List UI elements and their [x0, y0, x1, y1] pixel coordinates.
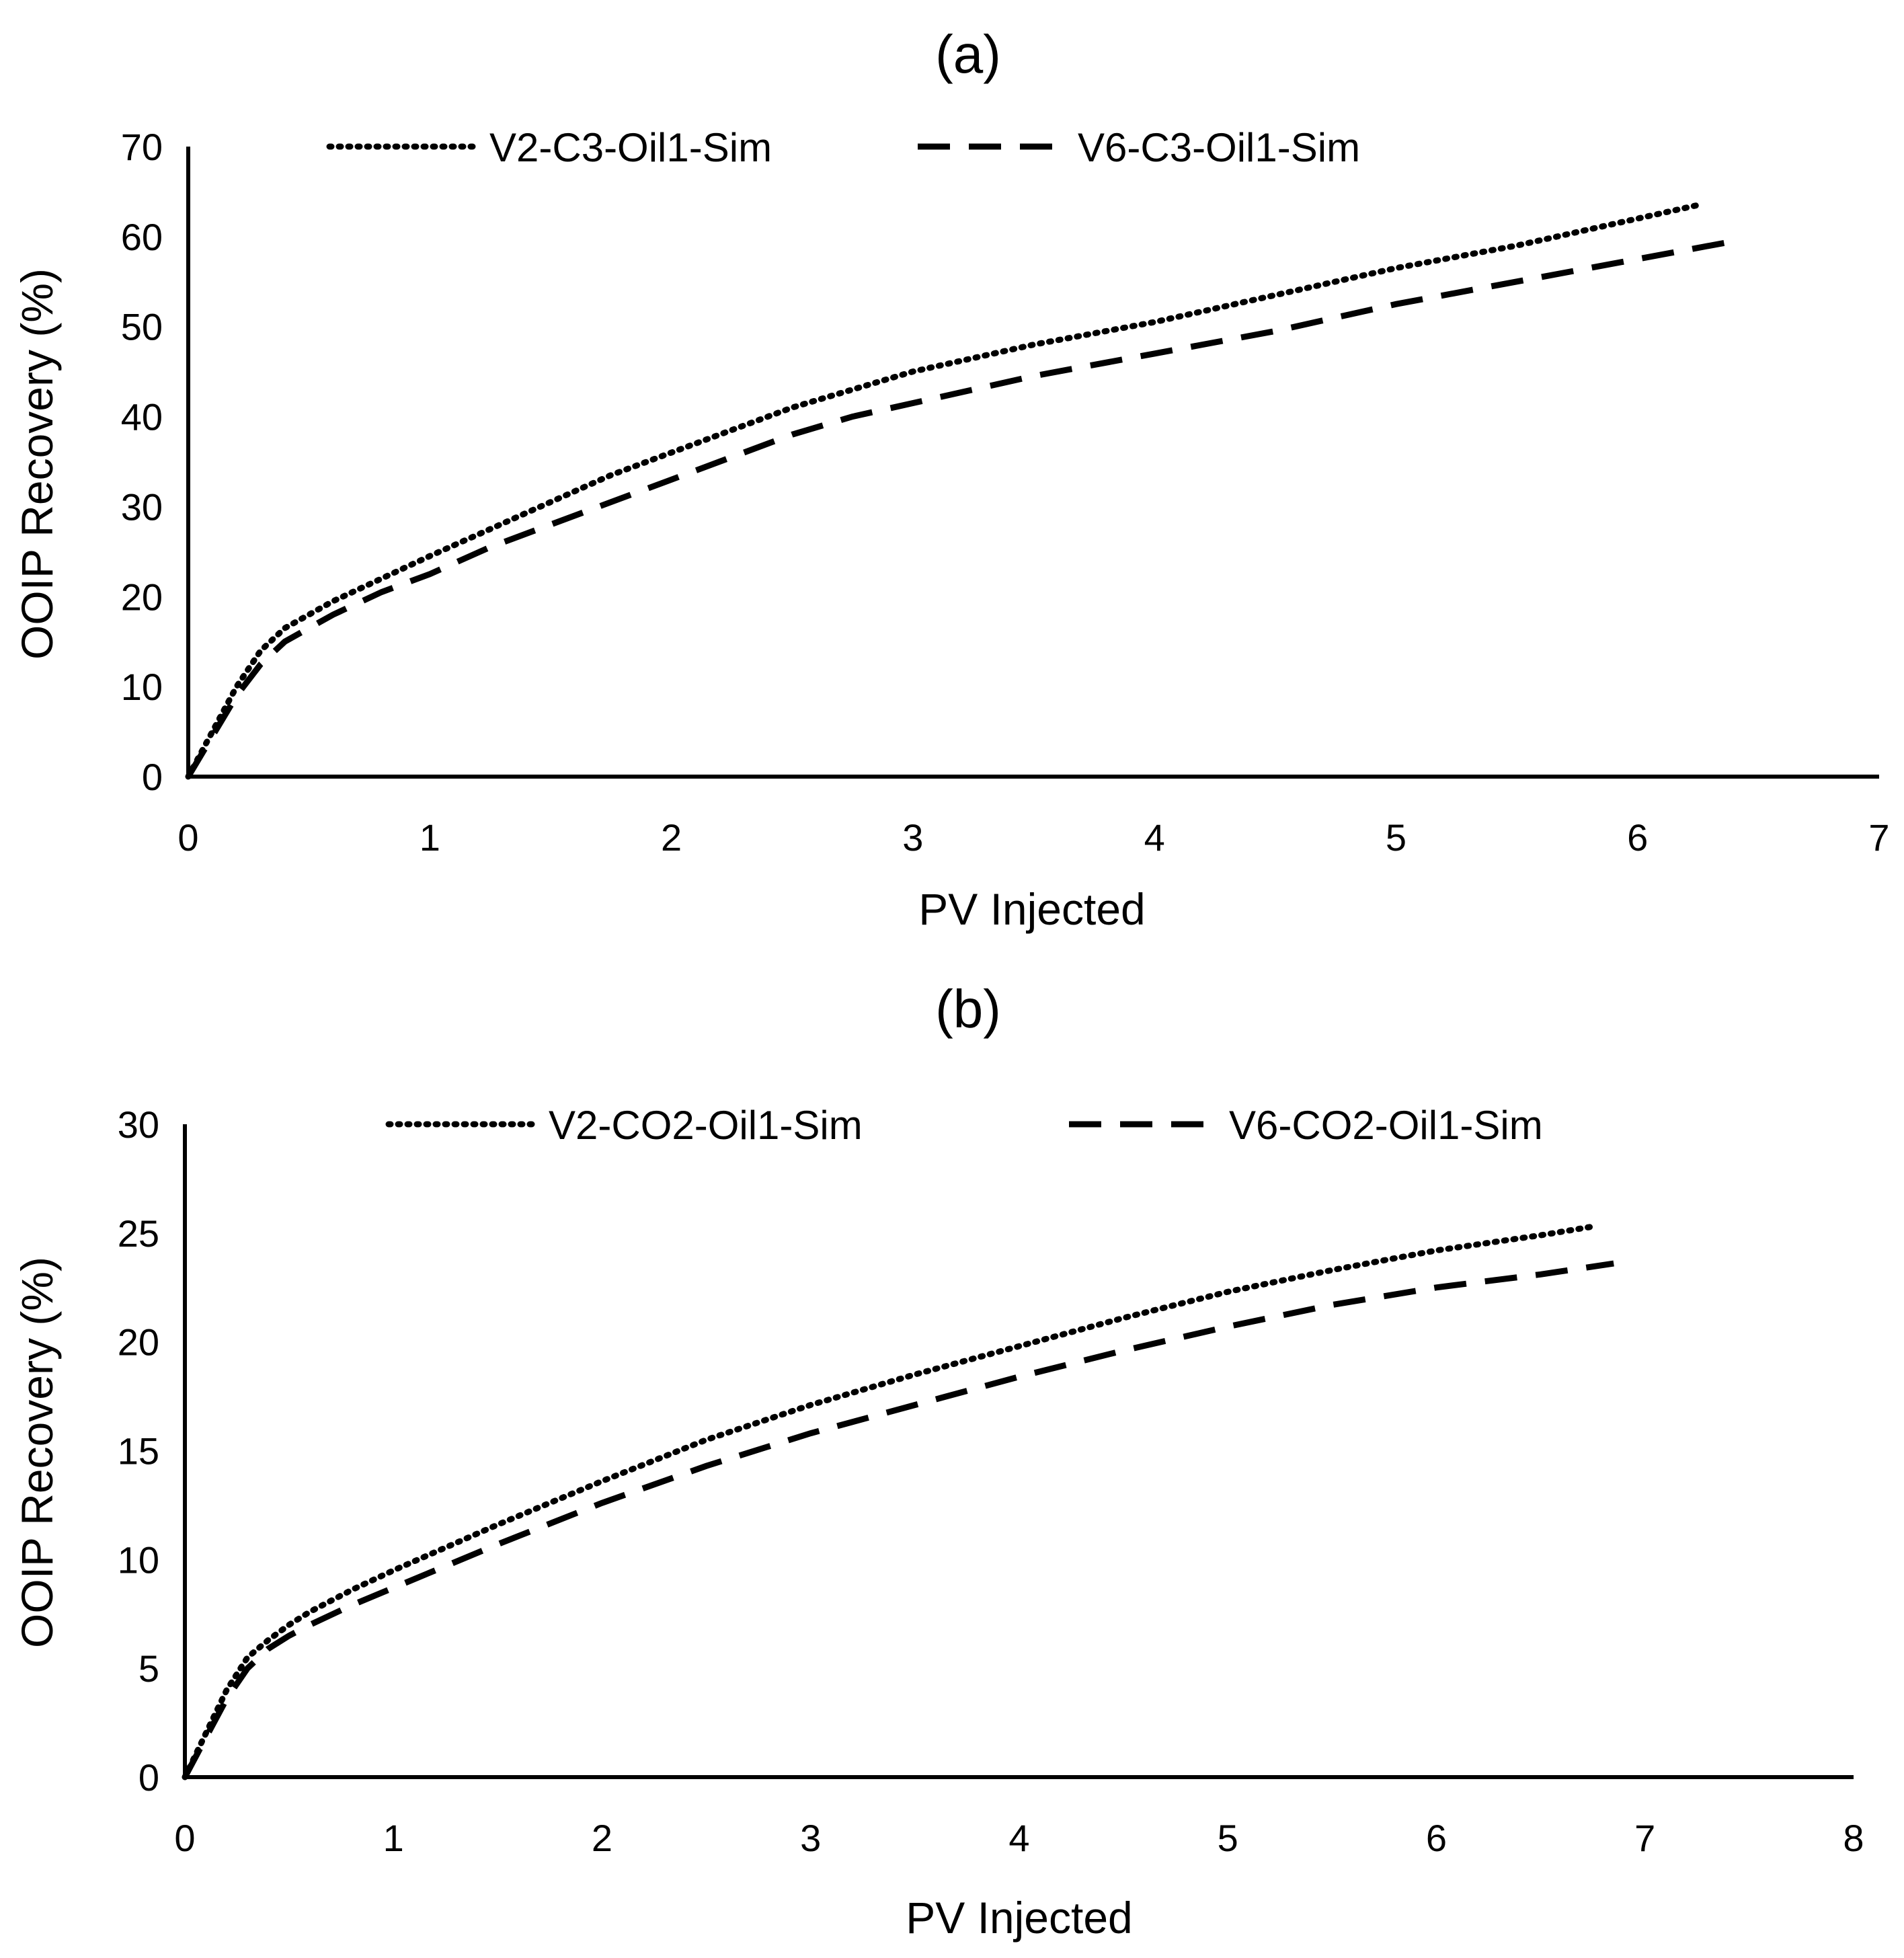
y-tick-label: 10 [118, 1538, 159, 1581]
legend: V2-C3-Oil1-Sim V6-C3-Oil1-Sim [326, 125, 1360, 170]
y-tick-label: 20 [118, 1321, 159, 1364]
y-tick-label: 25 [118, 1212, 159, 1255]
chart-title: (b) [935, 979, 1001, 1039]
x-tick-label: 3 [800, 1817, 821, 1859]
x-axis-title: PV Injected [918, 884, 1146, 934]
legend-label: V6-CO2-Oil1-Sim [1229, 1103, 1543, 1148]
chart-panel-a: (a) V2-C3-Oil1-Sim V6-C3-Oil1-Sim 010203… [12, 24, 1890, 934]
y-tick-label: 40 [121, 396, 163, 438]
y-tick-label: 30 [118, 1103, 159, 1146]
y-tick-label: 20 [121, 576, 163, 618]
y-tick-label: 30 [121, 485, 163, 528]
y-tick-label: 70 [121, 126, 163, 168]
series-line-dashed [182, 1260, 1614, 1779]
legend-label: V2-C3-Oil1-Sim [489, 125, 772, 170]
x-tick-label: 5 [1386, 816, 1406, 859]
y-tick-label: 5 [138, 1647, 159, 1690]
x-tick-label: 0 [177, 816, 198, 859]
x-tick-label: 2 [592, 1817, 612, 1859]
legend-label: V2-CO2-Oil1-Sim [549, 1103, 863, 1148]
x-tick-label: 5 [1218, 1817, 1238, 1859]
x-tick-label: 2 [661, 816, 682, 859]
legend: V2-CO2-Oil1-Sim V6-CO2-Oil1-Sim [385, 1103, 1543, 1148]
chart-title: (a) [935, 24, 1001, 84]
x-tick-label: 4 [1008, 1817, 1029, 1859]
y-tick-label: 60 [121, 216, 163, 258]
x-tick-label: 7 [1868, 816, 1889, 859]
x-tick-label: 0 [174, 1817, 195, 1859]
y-axis-title: OOIP Recovery (%) [12, 268, 62, 660]
x-tick-label: 3 [902, 816, 923, 859]
tick-labels: 0 5 10 15 20 25 30 0 1 2 3 4 5 6 7 8 [118, 1103, 1864, 1859]
chart-panel-b: (b) V2-CO2-Oil1-Sim V6-CO2-Oil1-Sim 0510… [12, 979, 1864, 1943]
x-tick-label: 4 [1144, 816, 1165, 859]
y-axis-title: OOIP Recovery (%) [12, 1257, 62, 1648]
tick-labels: 0 10 20 30 40 50 60 70 0 1 2 3 4 5 6 7 [121, 126, 1890, 859]
y-tick-label: 15 [118, 1430, 159, 1473]
y-tick-label: 0 [138, 1756, 159, 1799]
series-line-dashed [186, 238, 1735, 779]
x-tick-label: 1 [420, 816, 440, 859]
x-tick-label: 8 [1843, 1817, 1864, 1859]
series-lines [182, 1223, 1614, 1780]
y-tick-label: 0 [142, 756, 163, 798]
series-line-dotted [182, 1223, 1596, 1780]
y-tick-label: 10 [121, 666, 163, 708]
legend-label: V6-C3-Oil1-Sim [1078, 125, 1360, 170]
y-tick-label: 50 [121, 306, 163, 348]
x-tick-label: 7 [1634, 1817, 1655, 1859]
series-line-dotted [185, 202, 1701, 780]
x-axis-title: PV Injected [906, 1893, 1133, 1943]
x-tick-label: 1 [383, 1817, 404, 1859]
x-tick-label: 6 [1627, 816, 1648, 859]
series-lines [185, 202, 1735, 780]
x-tick-label: 6 [1426, 1817, 1447, 1859]
